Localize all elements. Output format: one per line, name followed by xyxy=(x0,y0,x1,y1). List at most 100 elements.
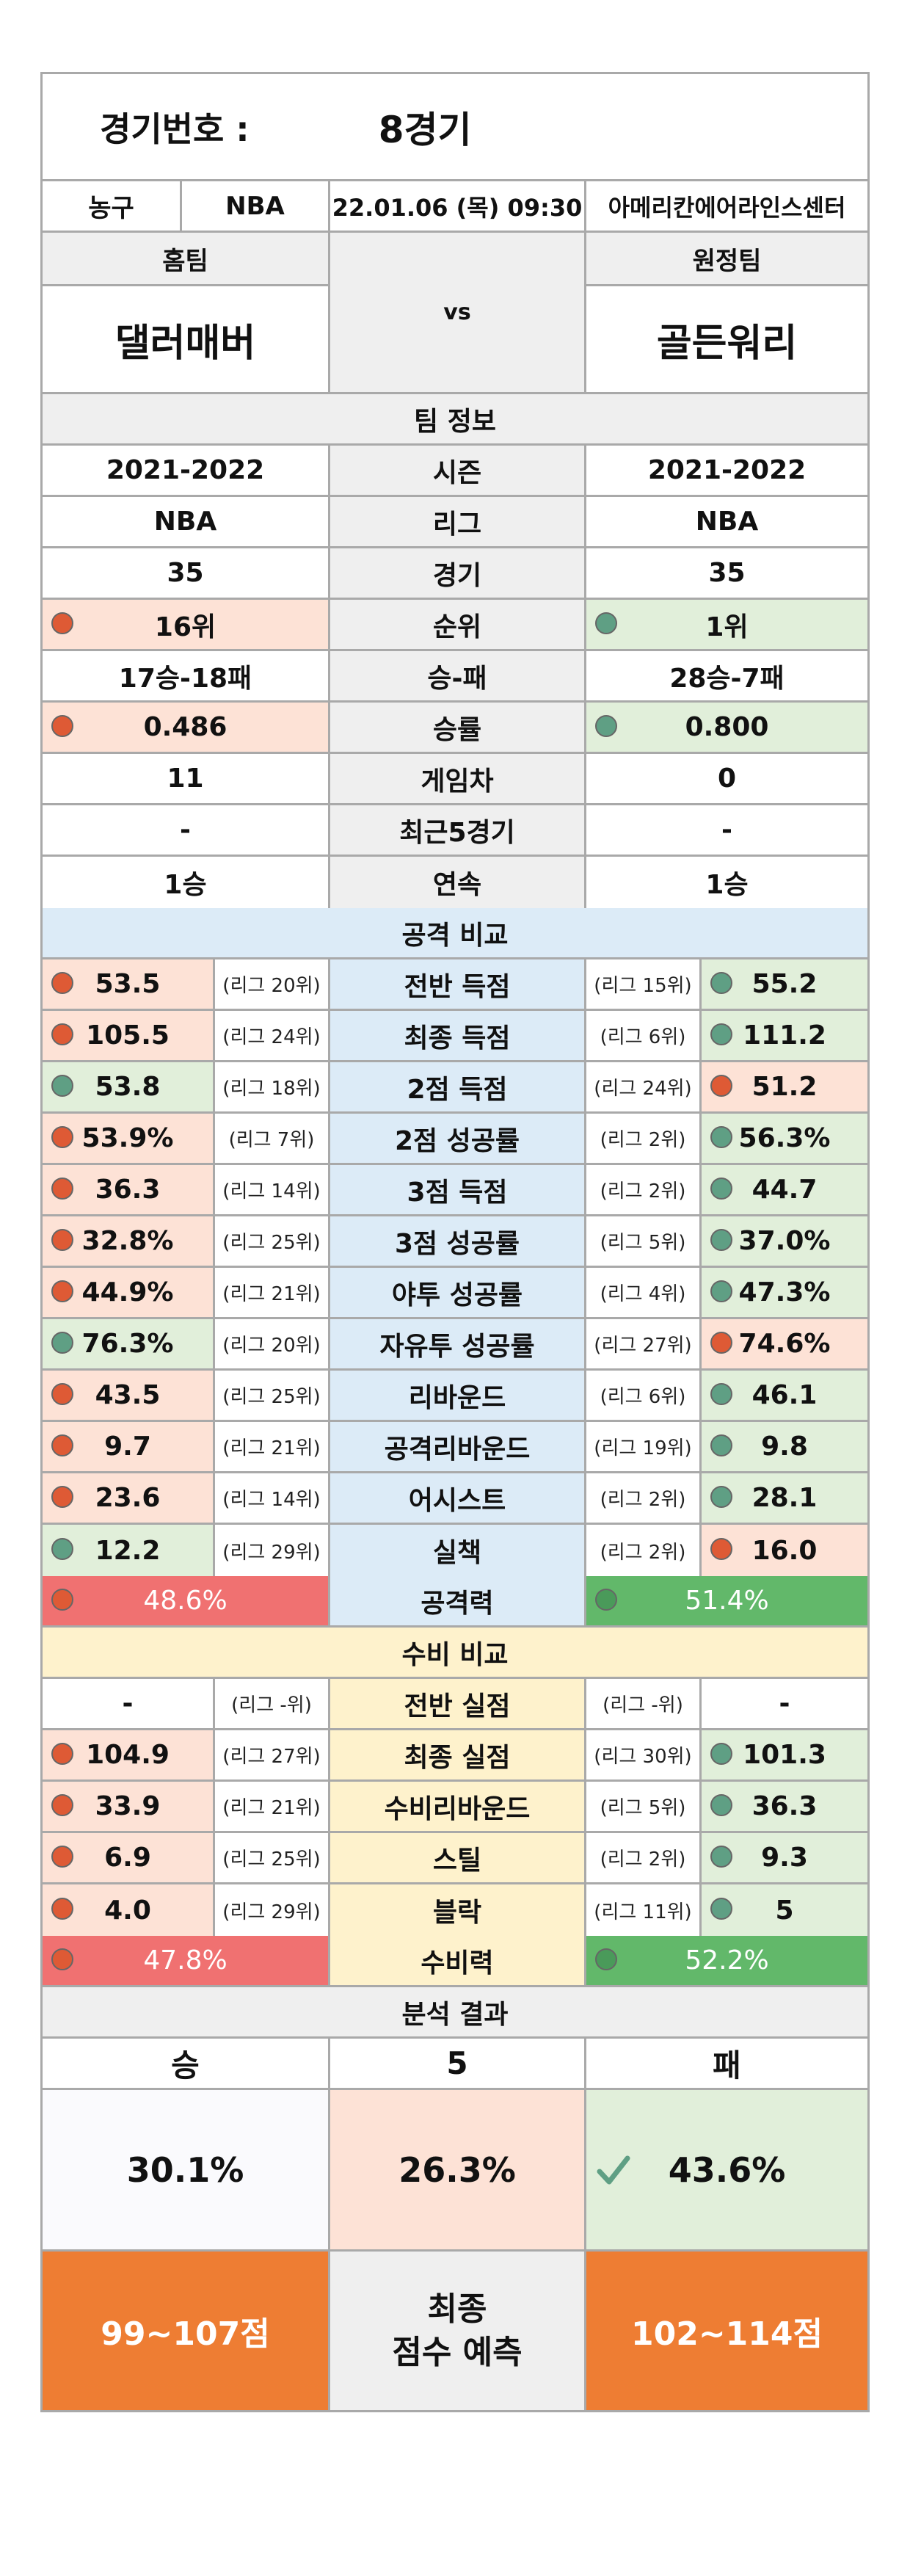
away-rank: (리그 5위) xyxy=(586,1216,702,1266)
sport: 농구 xyxy=(43,181,182,231)
attack-row: 43.5 (리그 25위) 리바운드 (리그 6위) 46.1 xyxy=(43,1371,867,1422)
away-value: 28승-7패 xyxy=(669,663,785,694)
away-stat: 44.7 xyxy=(751,1175,818,1205)
away-rank: (리그 4위) xyxy=(586,1268,702,1317)
attack-row: 53.5 (리그 20위) 전반 득점 (리그 15위) 55.2 xyxy=(43,959,867,1011)
away-compare-dot xyxy=(710,1125,732,1148)
away-value: 0 xyxy=(717,763,737,794)
win-pct: 30.1% xyxy=(43,2090,330,2249)
home-compare-dot xyxy=(51,1898,73,1920)
attack-label: 리바운드 xyxy=(330,1371,586,1420)
away-stat: 28.1 xyxy=(751,1483,818,1513)
attack-row: 9.7 (리그 21위) 공격리바운드 (리그 19위) 9.8 xyxy=(43,1422,867,1473)
defense-row: 6.9 (리그 25위) 스틸 (리그 2위) 9.3 xyxy=(43,1833,867,1884)
attack-label: 공격리바운드 xyxy=(330,1422,586,1471)
attack-row: 32.8% (리그 25위) 3점 성공률 (리그 5위) 37.0% xyxy=(43,1216,867,1268)
score-label-line2: 점수 예측 xyxy=(392,2334,523,2371)
away-stat: 56.3% xyxy=(738,1123,831,1153)
away-compare-dot xyxy=(710,1177,732,1200)
away-value: 2021-2022 xyxy=(647,455,807,485)
away-rank: (리그 24위) xyxy=(586,1062,702,1111)
away-compare-dot xyxy=(710,971,732,994)
attack-label: 2점 득점 xyxy=(330,1062,586,1111)
away-compare-dot xyxy=(710,1331,732,1354)
home-rank: (리그 24위) xyxy=(215,1011,330,1060)
defense-title: 수비 비교 xyxy=(401,1639,509,1670)
away-stat: 36.3 xyxy=(751,1791,818,1821)
away-value: 0.800 xyxy=(685,712,769,742)
defense-row: - (리그 -위) 전반 실점 (리그 -위) - xyxy=(43,1679,867,1730)
home-rank: (리그 25위) xyxy=(215,1833,330,1882)
home-team-label: 홈팀 xyxy=(43,233,328,286)
away-compare-dot xyxy=(710,1228,732,1251)
away-rank: (리그 15위) xyxy=(586,959,702,1009)
away-rank: (리그 19위) xyxy=(586,1422,702,1471)
home-stat: 104.9 xyxy=(86,1740,170,1770)
away-compare-dot xyxy=(710,1793,732,1816)
home-stat: 105.5 xyxy=(86,1020,170,1051)
home-rank: (리그 -위) xyxy=(215,1679,330,1728)
team-info-row: 11 게임차 0 xyxy=(43,754,867,805)
team-info-label: 순위 xyxy=(330,600,586,649)
home-stat: 6.9 xyxy=(104,1843,151,1873)
away-stat: 47.3% xyxy=(738,1277,831,1307)
home-rank: (리그 21위) xyxy=(215,1268,330,1317)
defense-row: 104.9 (리그 27위) 최종 실점 (리그 30위) 101.3 xyxy=(43,1730,867,1782)
defense-label: 블락 xyxy=(330,1884,586,1936)
team-info-row: - 최근5경기 - xyxy=(43,805,867,857)
away-defense-power: 52.2% xyxy=(685,1945,769,1975)
away-stat: 9.3 xyxy=(761,1843,808,1873)
attack-row: 53.8 (리그 18위) 2점 득점 (리그 24위) 51.2 xyxy=(43,1062,867,1114)
home-stat: 53.9% xyxy=(81,1123,174,1153)
away-stat: 16.0 xyxy=(751,1535,818,1566)
away-team-name: 골든워리 xyxy=(656,321,798,366)
home-stat: 44.9% xyxy=(81,1277,174,1307)
home-value: 0.486 xyxy=(143,712,228,742)
away-rank: (리그 6위) xyxy=(586,1011,702,1060)
home-compare-dot xyxy=(51,1382,73,1405)
home-value: 35 xyxy=(167,558,204,588)
league: NBA xyxy=(182,181,330,231)
home-value: 17승-18패 xyxy=(118,663,252,694)
header-row: 경기번호 : 8경기 xyxy=(43,74,867,181)
venue: 아메리칸에어라인스센터 xyxy=(608,193,846,222)
home-stat: 4.0 xyxy=(104,1895,151,1926)
home-stat: 12.2 xyxy=(95,1535,161,1566)
away-compare-dot xyxy=(710,1023,732,1045)
home-status-dot xyxy=(51,714,73,737)
away-attack-power: 51.4% xyxy=(685,1586,769,1616)
home-compare-dot xyxy=(51,1485,73,1508)
home-rank: (리그 25위) xyxy=(215,1216,330,1266)
game-label: 경기번호 : xyxy=(100,109,250,149)
home-stat: 23.6 xyxy=(95,1483,161,1513)
away-stat: 55.2 xyxy=(751,969,818,999)
home-rank: (리그 20위) xyxy=(215,1319,330,1368)
home-stat: 76.3% xyxy=(81,1329,174,1359)
team-info-row: 1승 연속 1승 xyxy=(43,857,867,908)
attack-row: 44.9% (리그 21위) 야투 성공률 (리그 4위) 47.3% xyxy=(43,1268,867,1319)
team-info-row: 16위 순위 1위 xyxy=(43,600,867,651)
home-stat: 53.8 xyxy=(95,1072,161,1102)
team-info-row: 35 경기 35 xyxy=(43,548,867,600)
away-value: - xyxy=(721,815,732,845)
home-rank: (리그 29위) xyxy=(215,1525,330,1576)
away-value: 1승 xyxy=(705,870,749,900)
defense-label: 최종 실점 xyxy=(330,1730,586,1779)
home-rank: (리그 7위) xyxy=(215,1114,330,1163)
home-value: 2021-2022 xyxy=(106,455,265,485)
away-compare-dot xyxy=(710,1280,732,1302)
team-info-label: 경기 xyxy=(330,548,586,598)
team-info-title: 팀 정보 xyxy=(414,406,496,437)
home-value: 16위 xyxy=(154,612,216,642)
attack-label: 3점 성공률 xyxy=(330,1216,586,1266)
home-rank: (리그 29위) xyxy=(215,1884,330,1936)
away-rank: (리그 2위) xyxy=(586,1114,702,1163)
team-info-label: 최근5경기 xyxy=(330,805,586,855)
home-stat: 43.5 xyxy=(95,1380,161,1410)
home-compare-dot xyxy=(51,1125,73,1148)
home-compare-dot xyxy=(51,1074,73,1097)
home-rank: (리그 21위) xyxy=(215,1422,330,1471)
home-stat: - xyxy=(122,1688,134,1719)
home-score: 99~107점 xyxy=(43,2252,330,2410)
defense-label: 수비리바운드 xyxy=(330,1782,586,1831)
